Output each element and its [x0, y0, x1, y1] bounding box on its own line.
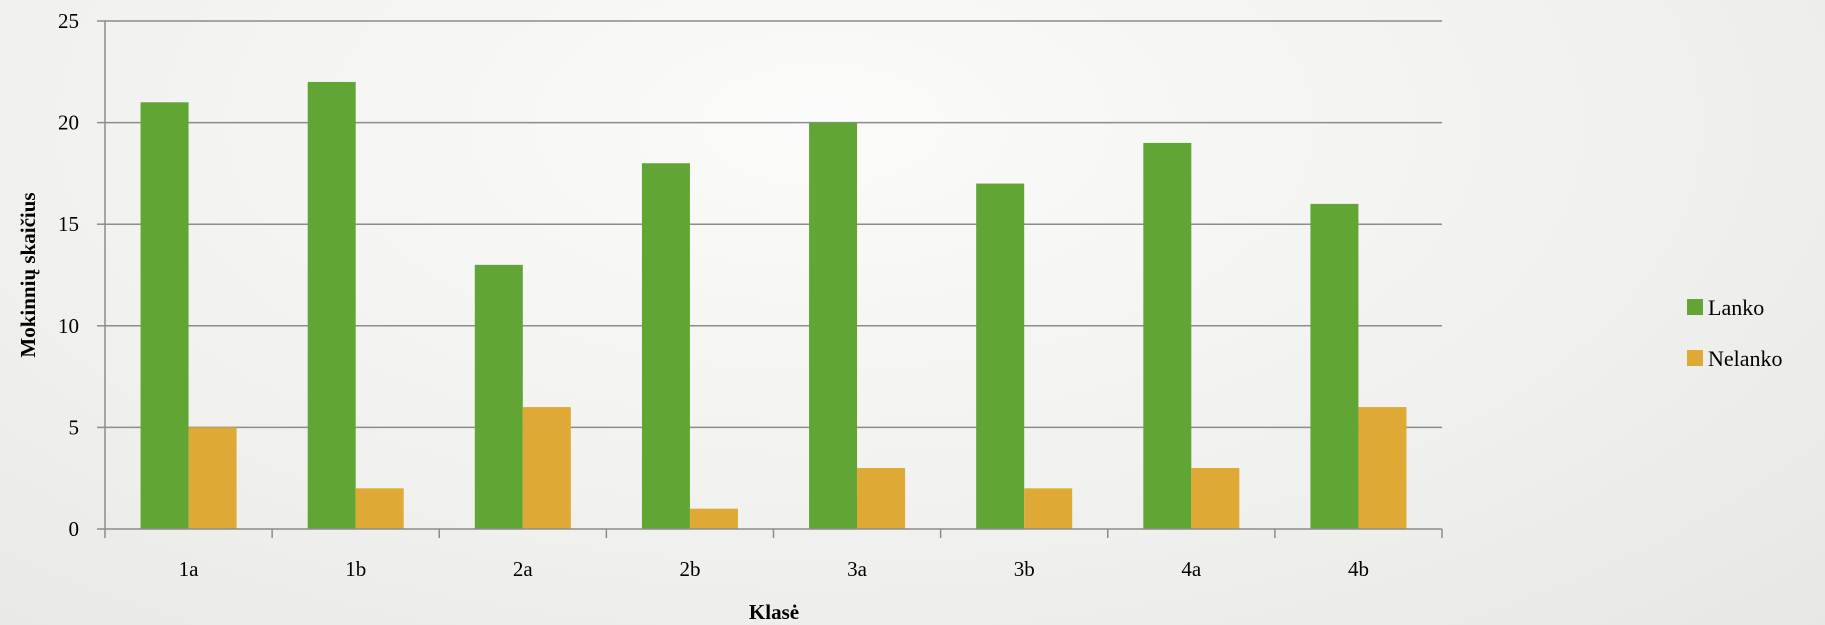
legend: Lanko Nelanko	[1687, 295, 1783, 371]
x-tick-label: 3b	[1014, 557, 1035, 581]
bar-nelanko-4b	[1358, 407, 1407, 529]
bar-nelanko-3a	[857, 468, 906, 529]
legend-label-lanko: Lanko	[1708, 295, 1764, 320]
x-tick-label: 4a	[1181, 557, 1202, 581]
legend-swatch-nelanko	[1687, 350, 1703, 366]
y-tick-label: 25	[58, 9, 79, 33]
bar-lanko-4b	[1310, 203, 1359, 529]
axes	[97, 20, 1443, 538]
bar-lanko-3a	[809, 122, 858, 529]
bar-lanko-4a	[1143, 142, 1192, 530]
bar-nelanko-2b	[689, 508, 738, 529]
bar-lanko-1b	[307, 81, 356, 530]
bar-nelanko-4a	[1191, 468, 1240, 529]
x-axis-title: Klasė	[749, 600, 799, 624]
x-tick-label: 1b	[345, 557, 366, 581]
x-tick-label: 1a	[179, 557, 200, 581]
y-tick-label: 5	[69, 415, 80, 439]
bar-lanko-3b	[976, 183, 1025, 529]
x-tick-labels: 1a 1b 2a 2b 3a 3b 4a 4b	[179, 557, 1369, 581]
legend-swatch-lanko	[1687, 299, 1703, 315]
bar-nelanko-3b	[1024, 488, 1073, 529]
x-tick-label: 3a	[847, 557, 868, 581]
y-tick-label: 15	[58, 212, 79, 236]
x-tick-label: 4b	[1348, 557, 1369, 581]
bar-nelanko-1a	[188, 427, 237, 529]
bar-lanko-2a	[474, 264, 523, 529]
gridlines	[105, 20, 1442, 429]
bar-lanko-1a	[140, 102, 189, 529]
y-tick-label: 0	[69, 517, 80, 541]
bar-lanko-2b	[641, 163, 690, 530]
y-axis-title: Mokinnių skaičius	[16, 192, 40, 357]
y-tick-label: 10	[58, 314, 79, 338]
bars	[140, 81, 1407, 530]
legend-label-nelanko: Nelanko	[1708, 346, 1783, 371]
y-tick-labels: 0 5 10 15 20 25	[58, 9, 79, 541]
bar-nelanko-1b	[355, 488, 404, 529]
x-tick-label: 2a	[513, 557, 534, 581]
x-tick-label: 2b	[679, 557, 700, 581]
bar-nelanko-2a	[522, 407, 571, 529]
y-tick-label: 20	[58, 111, 79, 135]
